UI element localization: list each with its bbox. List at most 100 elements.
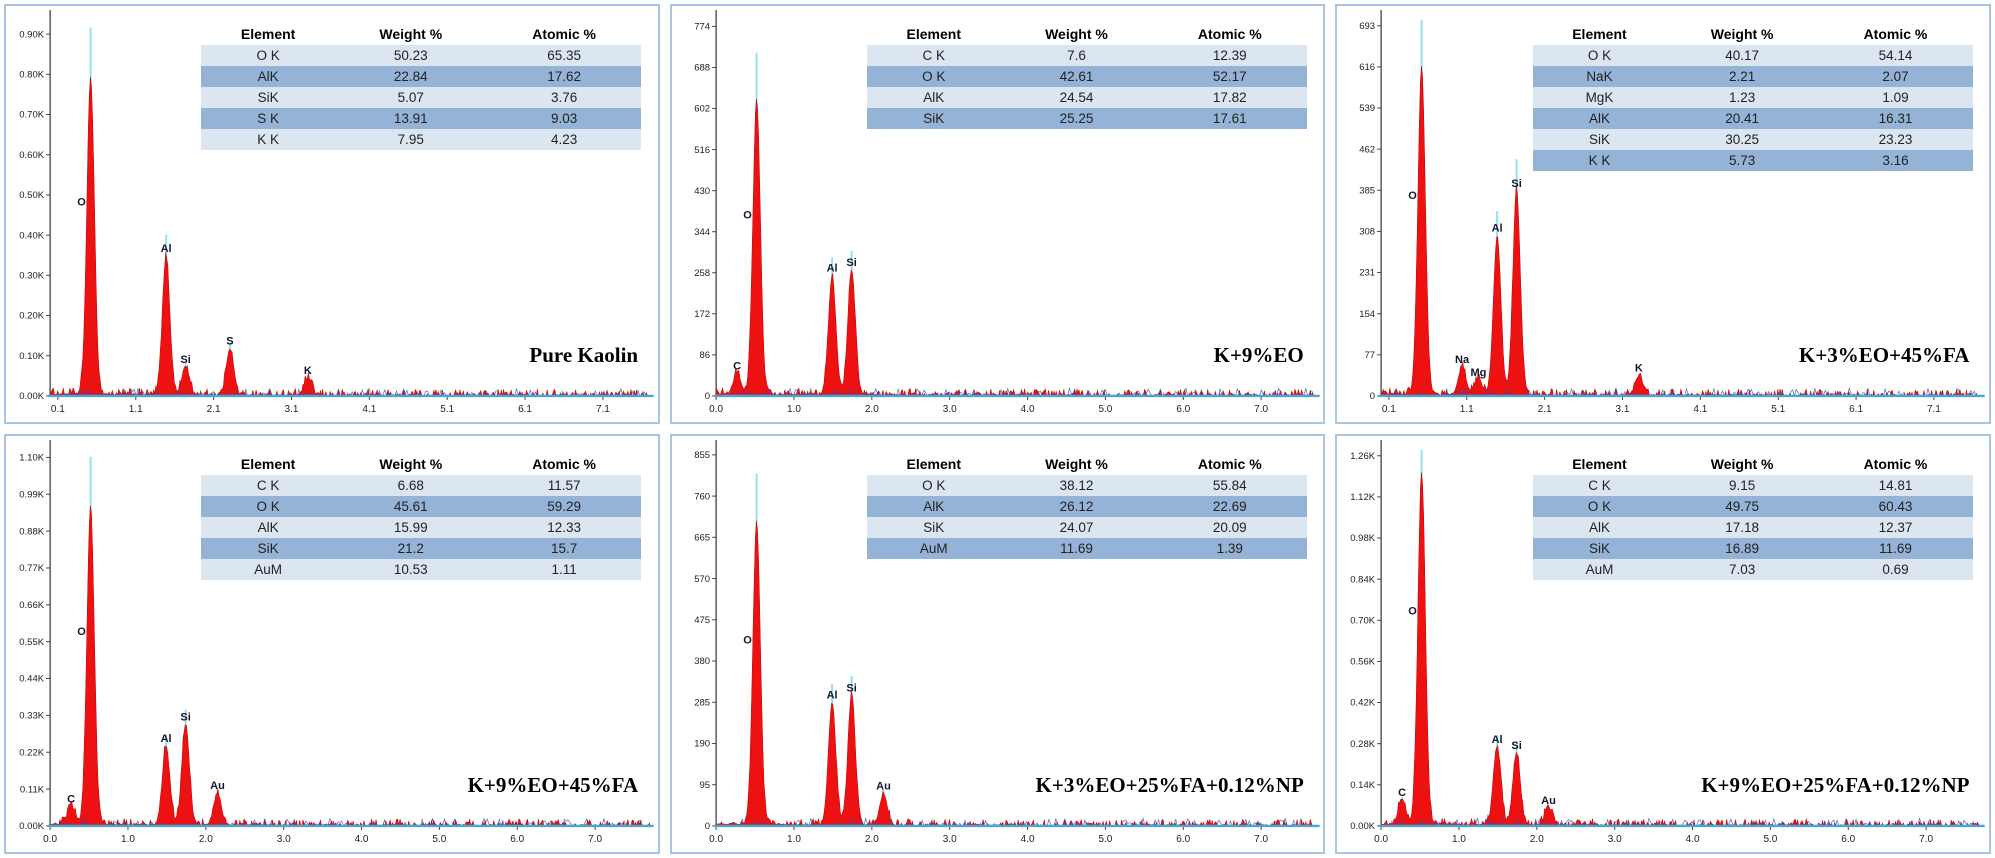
- svg-text:S: S: [226, 336, 233, 348]
- svg-text:5.1: 5.1: [1772, 404, 1786, 415]
- svg-text:380: 380: [694, 656, 710, 667]
- svg-text:0: 0: [704, 821, 709, 832]
- svg-text:231: 231: [1360, 268, 1376, 279]
- table-cell: 14.81: [1878, 477, 1913, 493]
- svg-text:Mg: Mg: [1471, 367, 1487, 379]
- table-cell: O K: [1587, 498, 1612, 514]
- svg-text:0.10K: 0.10K: [19, 351, 45, 362]
- table-header: Atomic %: [1152, 452, 1308, 475]
- svg-text:O: O: [743, 209, 752, 221]
- table-cell: 20.41: [1725, 110, 1760, 126]
- table-cell: 12.39: [1212, 47, 1247, 63]
- table-cell: 16.89: [1725, 540, 1760, 556]
- svg-text:7.0: 7.0: [1254, 404, 1268, 415]
- eds-table: Element Weight % Atomic % C K 9.15 14.81 O K 49…: [1532, 452, 1973, 580]
- table-cell: AuM: [254, 561, 282, 577]
- svg-text:O: O: [1409, 190, 1418, 202]
- table-row: O K 50.23 65.35: [201, 44, 642, 66]
- svg-text:Al: Al: [1492, 223, 1503, 235]
- svg-text:285: 285: [694, 697, 710, 708]
- svg-text:Si: Si: [180, 711, 190, 723]
- svg-text:4.0: 4.0: [1686, 834, 1700, 845]
- table-cell: SiK: [257, 540, 279, 556]
- table-cell: 9.15: [1729, 477, 1756, 493]
- table-row: AlK 20.41 16.31: [1532, 107, 1973, 129]
- table-header: Element: [201, 452, 335, 475]
- table-cell: 26.12: [1059, 498, 1094, 514]
- table-cell: AlK: [257, 68, 279, 84]
- svg-text:C: C: [67, 794, 75, 806]
- table-cell: 22.69: [1212, 498, 1247, 514]
- svg-text:0.0: 0.0: [1374, 834, 1388, 845]
- svg-text:0.56K: 0.56K: [1351, 657, 1377, 668]
- table-cell: 23.23: [1878, 131, 1913, 147]
- svg-text:3.0: 3.0: [942, 404, 956, 415]
- spectrum-panel-k9eo: 774 688 602 516 430 344 258 172 86 0 0.0 1.0 2.0 3.0 4…: [669, 4, 1326, 424]
- table-header: Element: [867, 452, 1001, 475]
- table-cell: 65.35: [547, 47, 582, 63]
- table-cell: 7.95: [397, 131, 424, 147]
- table-header-row: Element Weight % Atomic %: [1532, 22, 1973, 45]
- svg-text:Au: Au: [876, 781, 891, 793]
- table-row: S K 13.91 9.03: [201, 107, 642, 129]
- sample-label: K+9%EO+25%FA+0.12%NP: [1701, 772, 1970, 797]
- table-cell: 55.84: [1212, 477, 1247, 493]
- eds-table: Element Weight % Atomic % O K 40.17 54.14 NaK 2…: [1532, 22, 1973, 171]
- table-header: Atomic %: [1152, 22, 1308, 45]
- table-cell: SiK: [923, 110, 945, 126]
- table-header: Atomic %: [486, 452, 642, 475]
- svg-text:6.1: 6.1: [1849, 404, 1863, 415]
- table-cell: AuM: [1585, 561, 1614, 577]
- table-header: Atomic %: [1818, 452, 1973, 475]
- table-header: Element: [201, 22, 335, 45]
- svg-text:0.60K: 0.60K: [19, 150, 45, 161]
- table-cell: C K: [256, 477, 280, 493]
- svg-text:Al: Al: [826, 690, 837, 702]
- svg-text:3.0: 3.0: [1608, 834, 1622, 845]
- svg-text:O: O: [743, 635, 752, 647]
- table-cell: 52.17: [1212, 68, 1247, 84]
- svg-text:258: 258: [694, 268, 710, 279]
- eds-table-wrap: Element Weight % Atomic % C K 9.15 14.81 O K 49…: [1532, 452, 1973, 580]
- table-header: Atomic %: [486, 22, 642, 45]
- svg-text:0.99K: 0.99K: [19, 489, 45, 500]
- svg-text:Au: Au: [210, 780, 225, 792]
- svg-text:4.1: 4.1: [362, 404, 376, 415]
- svg-text:Al: Al: [161, 243, 172, 255]
- table-header: Weight %: [1666, 22, 1819, 45]
- table-cell: 42.61: [1059, 68, 1094, 84]
- svg-text:2.1: 2.1: [1538, 404, 1552, 415]
- table-cell: 9.03: [550, 110, 578, 126]
- svg-text:1.0: 1.0: [787, 834, 801, 845]
- table-cell: 13.91: [393, 110, 428, 126]
- eds-table-wrap: Element Weight % Atomic % O K 40.17 54.14 NaK 2…: [1532, 22, 1973, 171]
- svg-text:0.00K: 0.00K: [1351, 821, 1377, 832]
- svg-text:774: 774: [694, 22, 711, 33]
- svg-text:7.0: 7.0: [1254, 834, 1268, 845]
- table-cell: 38.12: [1059, 477, 1094, 493]
- table-cell: 40.17: [1725, 47, 1760, 63]
- svg-text:430: 430: [694, 186, 710, 197]
- svg-text:462: 462: [1360, 144, 1376, 155]
- svg-text:0.98K: 0.98K: [1351, 533, 1377, 544]
- eds-spectrum-chart: 0.90K 0.80K 0.70K 0.60K 0.50K 0.40K 0.30K 0.20K…: [19, 10, 654, 415]
- table-cell: 16.31: [1878, 110, 1913, 126]
- eds-spectrum-chart: 1.10K 0.99K 0.88K 0.77K 0.66K 0.55K 0.44K 0.33K…: [19, 440, 654, 845]
- svg-text:K: K: [1635, 363, 1643, 375]
- table-row: O K 45.61 59.29: [201, 495, 642, 517]
- table-header: Element: [867, 22, 1001, 45]
- table-header: Weight %: [1666, 452, 1819, 475]
- table-row: O K 49.75 60.43: [1532, 495, 1973, 517]
- svg-text:0.42K: 0.42K: [1351, 698, 1377, 709]
- svg-text:0.33K: 0.33K: [19, 711, 45, 722]
- svg-text:7.0: 7.0: [588, 834, 602, 845]
- svg-text:95: 95: [699, 780, 710, 791]
- svg-text:154: 154: [1360, 309, 1377, 320]
- table-row: K K 7.95 4.23: [201, 128, 642, 150]
- sample-label: Pure Kaolin: [529, 342, 639, 367]
- table-row: SiK 5.07 3.76: [201, 86, 642, 108]
- svg-text:Au: Au: [1542, 795, 1557, 807]
- table-cell: SiK: [257, 89, 279, 105]
- spectrum-panel-k3eo45fa: 693 616 539 462 385 308 231 154 77 0 0.1 1.1 2.1 3.1 4…: [1335, 4, 1991, 424]
- svg-text:Al: Al: [1492, 734, 1503, 746]
